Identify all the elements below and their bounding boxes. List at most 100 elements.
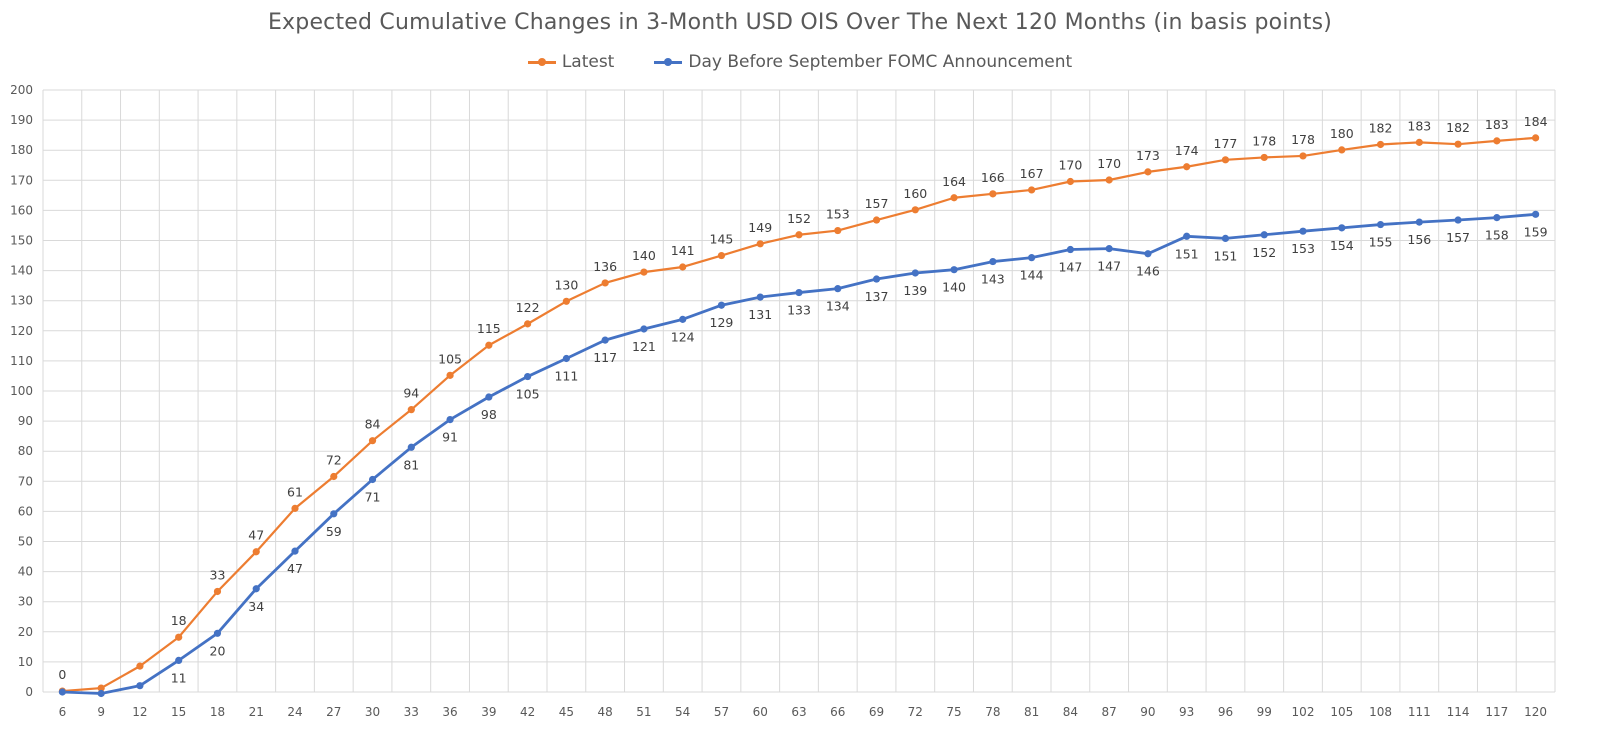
data-label-latest: 18 <box>171 613 187 628</box>
x-tick-label: 9 <box>97 705 105 719</box>
x-tick-label: 87 <box>1102 705 1117 719</box>
y-tick-label: 70 <box>18 474 33 488</box>
data-label-latest: 183 <box>1407 118 1431 133</box>
data-label-day-before-fomc: 91 <box>442 430 458 445</box>
data-label-day-before-fomc: 156 <box>1407 232 1431 247</box>
data-point-latest <box>368 437 377 445</box>
data-label-day-before-fomc: 147 <box>1058 260 1082 275</box>
x-tick-label: 84 <box>1063 705 1078 719</box>
data-label-day-before-fomc: 144 <box>1020 268 1044 283</box>
data-point-day-before-fomc <box>291 547 299 555</box>
data-point-latest <box>1260 153 1268 162</box>
y-tick-label: 30 <box>18 595 33 609</box>
data-point-latest <box>1183 163 1191 171</box>
x-tick-label: 24 <box>287 705 302 719</box>
x-tick-label: 63 <box>791 705 806 719</box>
data-point-day-before-fomc <box>950 266 958 274</box>
legend-label-latest: Latest <box>561 52 615 72</box>
data-point-day-before-fomc <box>368 475 377 484</box>
data-point-latest <box>1221 156 1230 164</box>
x-tick-label: 60 <box>753 705 768 719</box>
data-point-latest <box>524 320 532 328</box>
data-point-day-before-fomc <box>1338 224 1346 232</box>
data-point-day-before-fomc <box>1454 216 1462 224</box>
data-point-day-before-fomc <box>679 315 687 323</box>
data-point-day-before-fomc <box>1493 214 1501 222</box>
data-point-day-before-fomc <box>1066 245 1074 254</box>
legend-swatch-latest <box>527 55 556 69</box>
y-tick-label: 10 <box>18 655 33 669</box>
data-label-day-before-fomc: 152 <box>1252 245 1276 260</box>
data-point-latest <box>1376 140 1385 149</box>
data-label-day-before-fomc: 131 <box>748 307 772 322</box>
x-tick-label: 108 <box>1369 705 1392 719</box>
data-label-latest: 47 <box>248 528 264 543</box>
data-point-day-before-fomc <box>58 688 66 696</box>
x-tick-label: 21 <box>249 705 264 719</box>
x-tick-label: 33 <box>404 705 419 719</box>
data-point-day-before-fomc <box>1299 227 1307 235</box>
data-label-latest: 182 <box>1369 120 1393 135</box>
y-tick-label: 40 <box>18 565 33 579</box>
data-label-latest: 173 <box>1136 148 1160 163</box>
data-point-day-before-fomc <box>911 269 919 277</box>
data-label-day-before-fomc: 47 <box>287 561 303 576</box>
data-label-day-before-fomc: 140 <box>942 280 966 295</box>
data-point-day-before-fomc <box>97 689 105 698</box>
data-label-latest: 105 <box>438 351 462 366</box>
data-label-latest: 94 <box>403 386 419 401</box>
data-label-latest: 122 <box>516 300 540 315</box>
data-point-day-before-fomc <box>175 656 183 664</box>
data-point-day-before-fomc <box>136 682 144 690</box>
x-tick-label: 78 <box>985 705 1000 719</box>
data-point-day-before-fomc <box>407 443 415 451</box>
data-label-day-before-fomc: 117 <box>593 350 617 365</box>
data-point-latest <box>834 226 842 235</box>
y-tick-label: 180 <box>10 143 33 157</box>
x-tick-label: 51 <box>636 705 651 719</box>
data-point-day-before-fomc <box>213 629 222 637</box>
x-tick-label: 12 <box>132 705 147 719</box>
y-tick-label: 190 <box>10 113 33 127</box>
data-label-latest: 61 <box>287 484 303 499</box>
data-point-day-before-fomc <box>1144 250 1152 258</box>
data-label-latest: 167 <box>1020 166 1044 181</box>
data-point-latest <box>1144 168 1152 176</box>
x-tick-label: 117 <box>1485 705 1508 719</box>
legend-item-day-before-fomc: Day Before September FOMC Announcement <box>654 52 1072 72</box>
data-point-latest <box>1338 146 1346 154</box>
data-label-day-before-fomc: 157 <box>1446 230 1470 245</box>
x-tick-label: 114 <box>1447 705 1470 719</box>
data-point-latest <box>717 251 726 260</box>
data-point-latest <box>950 194 958 202</box>
series-line-day-before-fomc <box>62 212 1536 695</box>
data-point-latest <box>1493 137 1501 145</box>
data-label-latest: 174 <box>1175 143 1199 158</box>
y-tick-label: 160 <box>10 203 33 217</box>
data-label-day-before-fomc: 153 <box>1291 241 1315 256</box>
x-tick-label: 72 <box>908 705 923 719</box>
data-label-day-before-fomc: 59 <box>326 524 342 539</box>
data-point-day-before-fomc <box>1028 254 1036 262</box>
x-tick-label: 96 <box>1218 705 1233 719</box>
data-label-day-before-fomc: 134 <box>826 299 850 314</box>
x-tick-label: 45 <box>559 705 574 719</box>
data-label-latest: 182 <box>1446 120 1470 135</box>
x-tick-label: 90 <box>1140 705 1155 719</box>
data-label-day-before-fomc: 159 <box>1524 224 1548 239</box>
data-label-latest: 183 <box>1485 117 1509 132</box>
data-label-day-before-fomc: 11 <box>171 670 187 685</box>
data-point-day-before-fomc <box>1376 220 1385 229</box>
data-point-latest <box>562 297 570 305</box>
data-label-day-before-fomc: 133 <box>787 303 811 318</box>
data-label-day-before-fomc: 151 <box>1214 248 1238 263</box>
data-label-latest: 178 <box>1291 132 1315 147</box>
data-point-latest <box>872 216 881 224</box>
data-point-latest <box>989 190 997 198</box>
data-point-latest <box>1066 177 1074 186</box>
chart-title: Expected Cumulative Changes in 3-Month U… <box>267 10 1333 35</box>
data-point-day-before-fomc <box>872 275 881 283</box>
data-point-latest <box>485 341 493 349</box>
x-tick-label: 120 <box>1524 705 1547 719</box>
